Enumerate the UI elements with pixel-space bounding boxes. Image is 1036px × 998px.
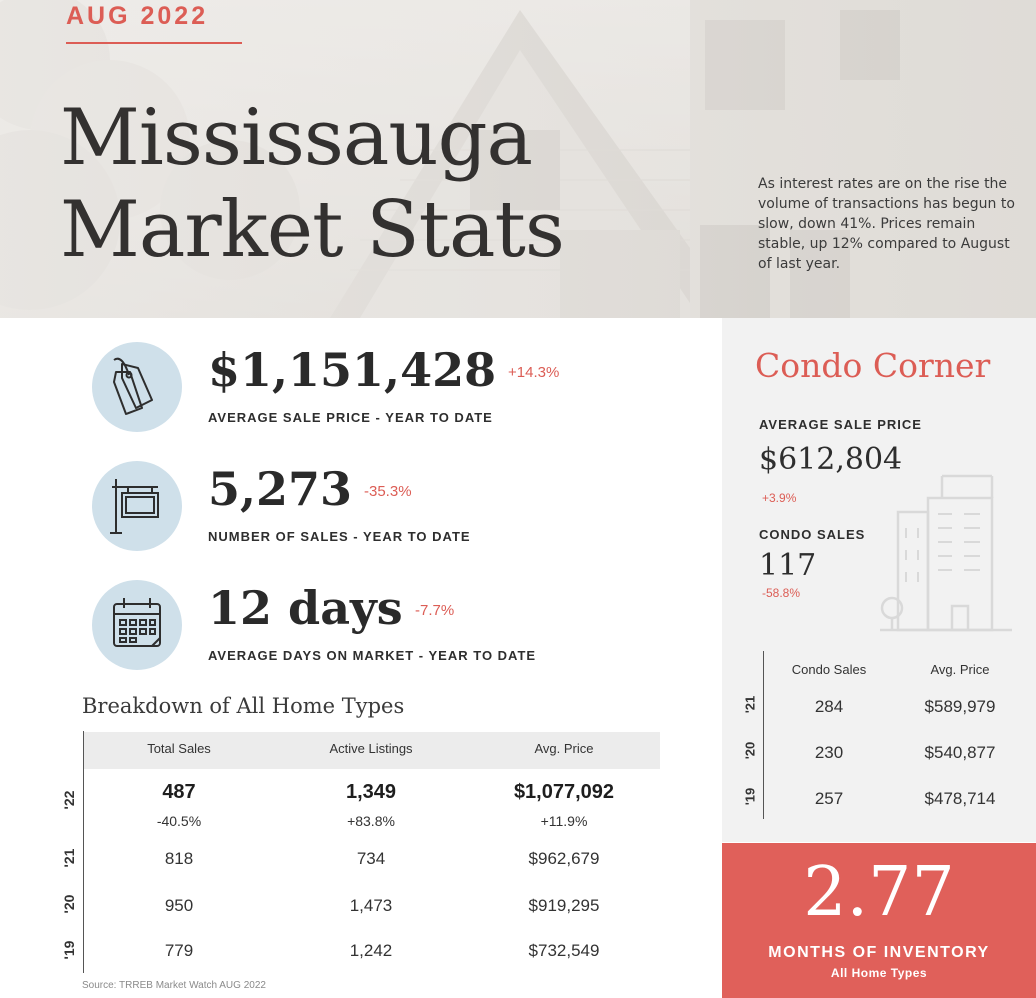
stat-label: AVERAGE DAYS ON MARKET - YEAR TO DATE <box>208 648 537 663</box>
table-cell: 818 <box>164 849 194 868</box>
condo-table-divider <box>763 651 764 819</box>
months-of-inventory-value: 2.77 <box>803 853 955 932</box>
months-of-inventory-label: MONTHS OF INVENTORY <box>768 944 990 961</box>
table-cell: 1,349 <box>345 781 397 803</box>
stat-change: +14.3% <box>508 364 560 381</box>
table-cell: 950 <box>164 896 194 915</box>
months-of-inventory-sublabel: All Home Types <box>830 966 928 980</box>
calendar-icon <box>92 580 182 670</box>
stat-value: $1,151,428 <box>208 343 497 397</box>
row-year: '20 <box>61 894 77 914</box>
condo-sales-label: CONDO SALES <box>759 527 866 542</box>
stat-label: NUMBER OF SALES - YEAR TO DATE <box>208 529 471 544</box>
table-cell: 487 <box>162 781 196 803</box>
table-cell: 1,242 <box>349 941 393 960</box>
inventory-box <box>722 843 1036 998</box>
stat-number-of-sales: 5,273 -35.3% NUMBER OF SALES - YEAR TO D… <box>92 461 692 561</box>
row-year: '19 <box>742 787 758 806</box>
table-divider <box>83 731 84 973</box>
hero-overlay <box>0 0 1036 318</box>
row-year: '21 <box>742 695 758 714</box>
condo-avg-price-change: +3.9% <box>762 491 797 505</box>
condo-column-header-sales: Condo Sales <box>791 662 867 677</box>
market-summary: As interest rates are on the rise the vo… <box>758 176 1015 272</box>
hero-banner <box>0 0 1036 318</box>
stat-days-on-market: 12 days -7.7% AVERAGE DAYS ON MARKET - Y… <box>92 580 692 680</box>
city-buildings-icon <box>880 474 1012 632</box>
table-cell: $589,979 <box>924 697 996 716</box>
table-cell: 257 <box>814 789 844 808</box>
table-cell: $1,077,092 <box>513 781 615 803</box>
table-cell-change: -40.5% <box>156 813 202 829</box>
condo-corner-panel <box>722 318 1036 842</box>
row-year: '20 <box>742 741 758 760</box>
table-cell: $478,714 <box>924 789 996 808</box>
row-year: '22 <box>61 790 77 810</box>
page-title-line-2: Market Stats <box>60 185 565 275</box>
table-header <box>84 732 660 769</box>
table-cell: $540,877 <box>924 743 996 762</box>
condo-sales-change: -58.8% <box>762 586 801 600</box>
breakdown-title: Breakdown of All Home Types <box>82 694 405 718</box>
table-cell: $919,295 <box>528 896 600 915</box>
condo-column-header-avg-price: Avg. Price <box>930 662 990 677</box>
stat-change: -7.7% <box>415 602 455 619</box>
stat-value: 5,273 <box>208 462 353 516</box>
table-cell: 284 <box>814 697 844 716</box>
sale-sign-icon <box>92 461 182 551</box>
table-cell: 1,473 <box>349 896 393 915</box>
condo-sales: 117 <box>759 548 817 583</box>
page-title: Mississauga Market Stats <box>60 92 565 276</box>
source-note: Source: TRREB Market Watch AUG 2022 <box>82 980 266 991</box>
stat-change: -35.3% <box>364 483 412 500</box>
page-title-line-1: Mississauga <box>60 93 533 183</box>
row-year: '19 <box>61 940 77 960</box>
issue-date: AUG 2022 <box>66 2 209 30</box>
condo-avg-price: $612,804 <box>759 442 903 477</box>
table-cell: $732,549 <box>528 941 600 960</box>
stat-label: AVERAGE SALE PRICE - YEAR TO DATE <box>208 410 493 425</box>
table-cell: 734 <box>356 849 386 868</box>
condo-avg-price-label: AVERAGE SALE PRICE <box>759 417 922 432</box>
column-header-active-listings: Active Listings <box>329 741 413 756</box>
table-cell-change: +11.9% <box>540 813 588 829</box>
price-tag-icon <box>92 342 182 432</box>
table-cell: $962,679 <box>528 849 600 868</box>
stat-avg-sale-price: $1,151,428 +14.3% AVERAGE SALE PRICE - Y… <box>92 342 692 442</box>
column-header-total-sales: Total Sales <box>147 741 211 756</box>
row-year: '21 <box>61 848 77 868</box>
issue-date-underline <box>66 42 242 44</box>
table-cell: 779 <box>164 941 194 960</box>
column-header-avg-price: Avg. Price <box>534 741 594 756</box>
table-cell-change: +83.8% <box>347 813 395 829</box>
stat-value: 12 days <box>208 581 403 635</box>
condo-corner-title: Condo Corner <box>755 346 991 385</box>
table-cell: 230 <box>814 743 844 762</box>
